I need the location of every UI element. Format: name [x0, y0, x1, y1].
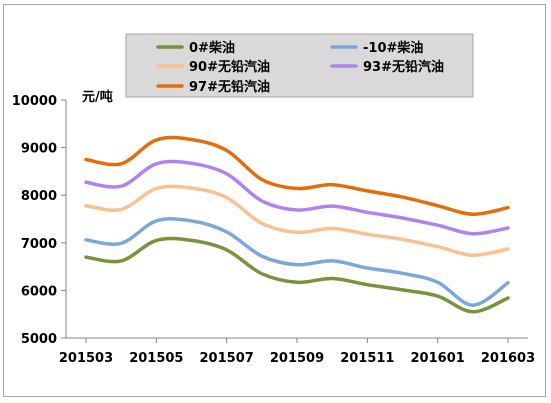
x-tick-label: 201507 [200, 351, 254, 366]
legend-label: 0#柴油 [189, 40, 235, 56]
series-lines [84, 135, 510, 314]
x-tick-label: 201509 [270, 351, 324, 366]
y-ticks: 5000 6000 7000 8000 9000 10000 [12, 94, 66, 347]
series-line [84, 159, 510, 236]
legend-label: 93#无铅汽油 [363, 59, 444, 75]
legend-label: 97#无铅汽油 [189, 79, 270, 95]
legend-box [125, 33, 474, 98]
x-tick-label: 201503 [59, 351, 113, 366]
y-tick-label: 5000 [21, 332, 57, 347]
series-line [84, 236, 510, 314]
x-tick-label: 201511 [340, 351, 394, 366]
legend-label: -10#柴油 [363, 40, 423, 56]
series-line [84, 217, 510, 307]
series-line [84, 184, 510, 257]
y-unit-label: 元/吨 [82, 89, 113, 105]
x-tick-label: 201601 [411, 351, 465, 366]
y-tick-label: 7000 [21, 237, 57, 252]
legend-label: 90#无铅汽油 [189, 59, 270, 75]
x-tick-label: 201603 [481, 351, 535, 366]
x-ticks: 201503 201505 201507 201509 201511 201601 2016… [59, 338, 535, 366]
y-tick-label: 10000 [12, 94, 57, 109]
legend: 0#柴油 -10#柴油 90#无铅汽油 93#无铅汽油 97#无铅汽油 [125, 33, 474, 98]
y-tick-label: 9000 [21, 142, 57, 157]
y-tick-label: 8000 [21, 189, 57, 204]
x-tick-label: 201505 [129, 351, 183, 366]
y-tick-label: 6000 [21, 284, 57, 299]
legend-items: 0#柴油 -10#柴油 90#无铅汽油 93#无铅汽油 97#无铅汽油 [156, 40, 444, 95]
series-line [84, 135, 510, 216]
